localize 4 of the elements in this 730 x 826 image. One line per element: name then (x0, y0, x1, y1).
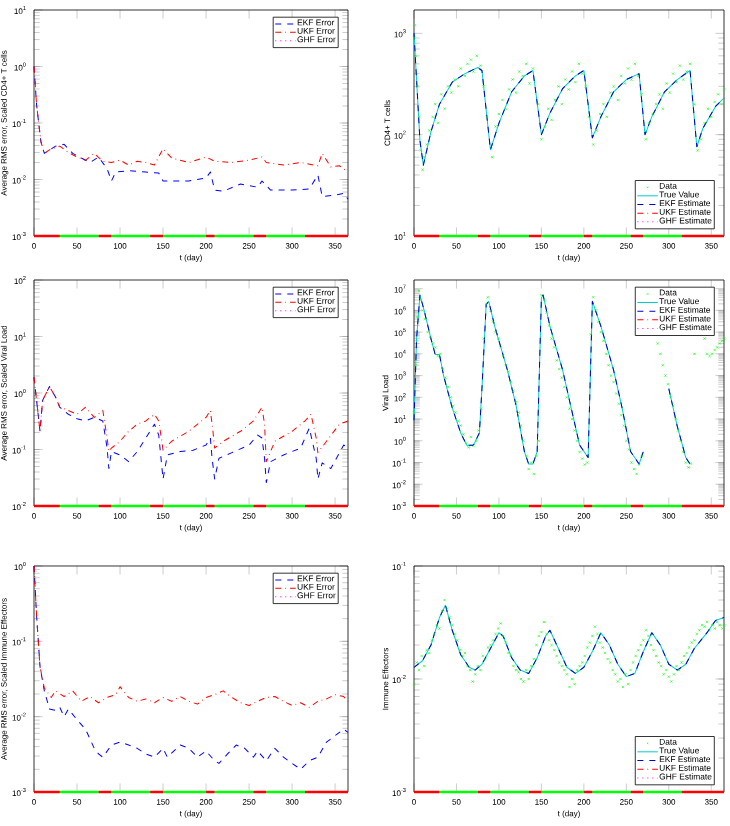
line-series (33, 565, 349, 708)
line-series (413, 604, 725, 678)
line-series (33, 376, 349, 463)
line-series (33, 66, 349, 173)
